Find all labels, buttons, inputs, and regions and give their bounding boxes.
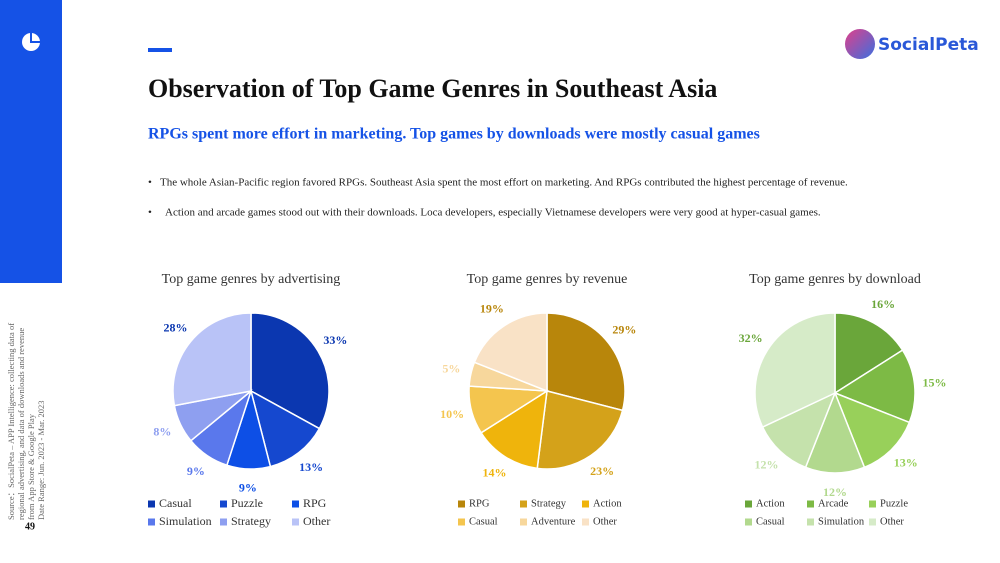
data-label: 12% (823, 485, 847, 499)
legend-label: Action (756, 498, 785, 509)
pie-slice (172, 312, 252, 407)
logo-text: SocialPeta (878, 35, 979, 55)
pie-slice (546, 312, 626, 412)
legend-label: Simulation (159, 514, 212, 528)
legend-swatch (520, 518, 527, 526)
legend-swatch (807, 500, 814, 508)
bullet-dot: • (148, 207, 152, 219)
legend-label: Other (880, 516, 904, 527)
legend-label: Other (593, 516, 617, 527)
source-line: Source：SocialPeta – APP Intelligence: co… (6, 323, 16, 520)
chart-title: Top game genres by revenue (467, 272, 628, 287)
data-label: 33% (323, 333, 347, 347)
source-line: from App Store & Google Play (26, 413, 36, 520)
data-label: 14% (482, 465, 506, 479)
legend-swatch (292, 518, 299, 526)
title-dash (148, 48, 172, 52)
legend-swatch (458, 500, 465, 508)
pie-slice (250, 312, 330, 430)
legend-swatch (220, 500, 227, 508)
logo-icon (845, 29, 875, 59)
legend-label: Strategy (531, 498, 567, 509)
legend-swatch (745, 500, 752, 508)
data-label: 13% (299, 460, 323, 474)
source-line: Date Range: Jun. 2023 - Mar. 2023 (36, 401, 46, 520)
chart-title: Top game genres by advertising (162, 272, 341, 287)
data-label: 19% (480, 302, 504, 316)
legend-swatch (148, 518, 155, 526)
bullet: Action and arcade games stood out with t… (165, 207, 821, 219)
legend-label: Casual (756, 516, 785, 527)
bullet-dot: • (148, 177, 152, 189)
data-label: 28% (163, 320, 187, 334)
legend-label: Simulation (818, 516, 865, 527)
legend-label: Adventure (531, 516, 576, 527)
side-icon (22, 33, 40, 51)
data-label: 23% (590, 464, 614, 478)
legend-swatch (869, 500, 876, 508)
data-label: 16% (871, 297, 895, 311)
legend-swatch (220, 518, 227, 526)
legend-label: Arcade (818, 498, 849, 509)
data-label: 12% (755, 458, 779, 472)
legend-swatch (520, 500, 527, 508)
legend-swatch (148, 500, 155, 508)
legend-label: Puzzle (231, 496, 263, 510)
pie-slice (834, 312, 904, 395)
slide-title: Observation of Top Game Genres in Southe… (148, 74, 717, 103)
page-number: 49 (25, 521, 35, 532)
legend-swatch (582, 500, 589, 508)
data-label: 15% (923, 375, 947, 389)
legend-label: Action (593, 498, 622, 509)
data-label: 8% (153, 424, 171, 438)
legend-swatch (869, 518, 876, 526)
legend-label: RPG (303, 496, 327, 510)
data-label: 32% (739, 331, 763, 345)
data-label: 9% (187, 464, 205, 478)
legend-swatch (807, 518, 814, 526)
pie-slice (761, 391, 837, 469)
pie-slice (833, 349, 916, 424)
pie-slice (249, 389, 321, 468)
data-label: 10% (440, 407, 464, 421)
legend-label: Puzzle (880, 498, 908, 509)
pie-slice (833, 391, 911, 469)
legend-label: RPG (469, 498, 490, 509)
data-label: 5% (442, 361, 460, 375)
legend-label: Strategy (231, 514, 271, 528)
subtitle: RPGs spent more effort in marketing. Top… (148, 126, 760, 143)
source-note: Source：SocialPeta – APP Intelligence: co… (6, 323, 46, 520)
legend-swatch (582, 518, 589, 526)
legend-swatch (292, 500, 299, 508)
bullet: The whole Asian-Pacific region favored R… (160, 177, 848, 189)
legend-label: Casual (159, 496, 192, 510)
data-label: 9% (239, 481, 257, 495)
legend-swatch (745, 518, 752, 526)
pie-slice (480, 389, 548, 470)
pie-slice (804, 390, 866, 474)
chart-title: Top game genres by download (749, 272, 921, 287)
pie-slice (536, 390, 624, 470)
legend-label: Other (303, 514, 330, 528)
pie-slice (754, 312, 836, 429)
legend-label: Casual (469, 516, 498, 527)
legend-swatch (458, 518, 465, 526)
pie-slice (473, 312, 548, 393)
source-line: regional advertising, and data of downlo… (16, 328, 26, 520)
data-label: 29% (612, 323, 636, 337)
data-label: 13% (894, 455, 918, 469)
